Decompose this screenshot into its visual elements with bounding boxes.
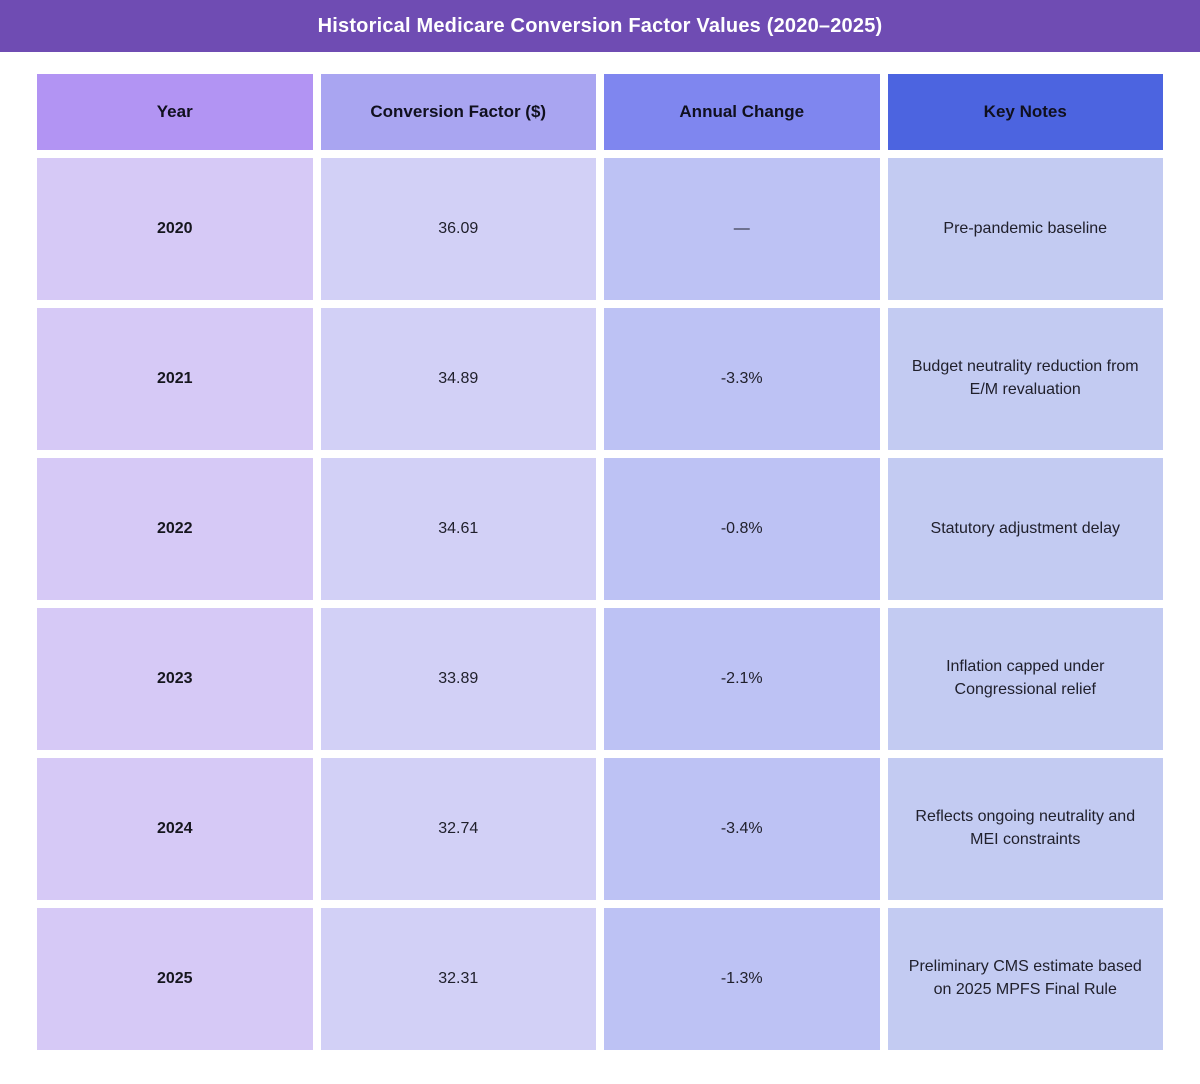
year-cell: 2023 xyxy=(37,608,313,750)
conversion-factor-cell: 32.31 xyxy=(320,908,596,1050)
column-header-key-notes: Key Notes xyxy=(887,74,1163,150)
title-bar: Historical Medicare Conversion Factor Va… xyxy=(0,0,1200,52)
key-notes-cell: Inflation capped under Congressional rel… xyxy=(887,608,1163,750)
year-cell: 2020 xyxy=(37,158,313,300)
key-notes-cell: Reflects ongoing neutrality and MEI cons… xyxy=(887,758,1163,900)
page-title: Historical Medicare Conversion Factor Va… xyxy=(317,14,883,37)
column-header-year: Year xyxy=(37,74,313,150)
conversion-factor-cell: 34.89 xyxy=(320,308,596,450)
annual-change-cell: -0.8% xyxy=(604,458,880,600)
conversion-factor-table: Year Conversion Factor ($) Annual Change… xyxy=(37,74,1163,1050)
conversion-factor-cell: 34.61 xyxy=(320,458,596,600)
column-header-annual-change: Annual Change xyxy=(604,74,880,150)
key-notes-cell: Preliminary CMS estimate based on 2025 M… xyxy=(887,908,1163,1050)
conversion-factor-cell: 33.89 xyxy=(320,608,596,750)
year-cell: 2022 xyxy=(37,458,313,600)
column-header-conversion-factor: Conversion Factor ($) xyxy=(320,74,596,150)
annual-change-cell: -1.3% xyxy=(604,908,880,1050)
year-cell: 2021 xyxy=(37,308,313,450)
key-notes-cell: Budget neutrality reduction from E/M rev… xyxy=(887,308,1163,450)
annual-change-cell: -3.3% xyxy=(604,308,880,450)
conversion-factor-cell: 32.74 xyxy=(320,758,596,900)
key-notes-cell: Pre-pandemic baseline xyxy=(887,158,1163,300)
year-cell: 2024 xyxy=(37,758,313,900)
year-cell: 2025 xyxy=(37,908,313,1050)
conversion-factor-cell: 36.09 xyxy=(320,158,596,300)
key-notes-cell: Statutory adjustment delay xyxy=(887,458,1163,600)
annual-change-cell: — xyxy=(604,158,880,300)
annual-change-cell: -3.4% xyxy=(604,758,880,900)
annual-change-cell: -2.1% xyxy=(604,608,880,750)
